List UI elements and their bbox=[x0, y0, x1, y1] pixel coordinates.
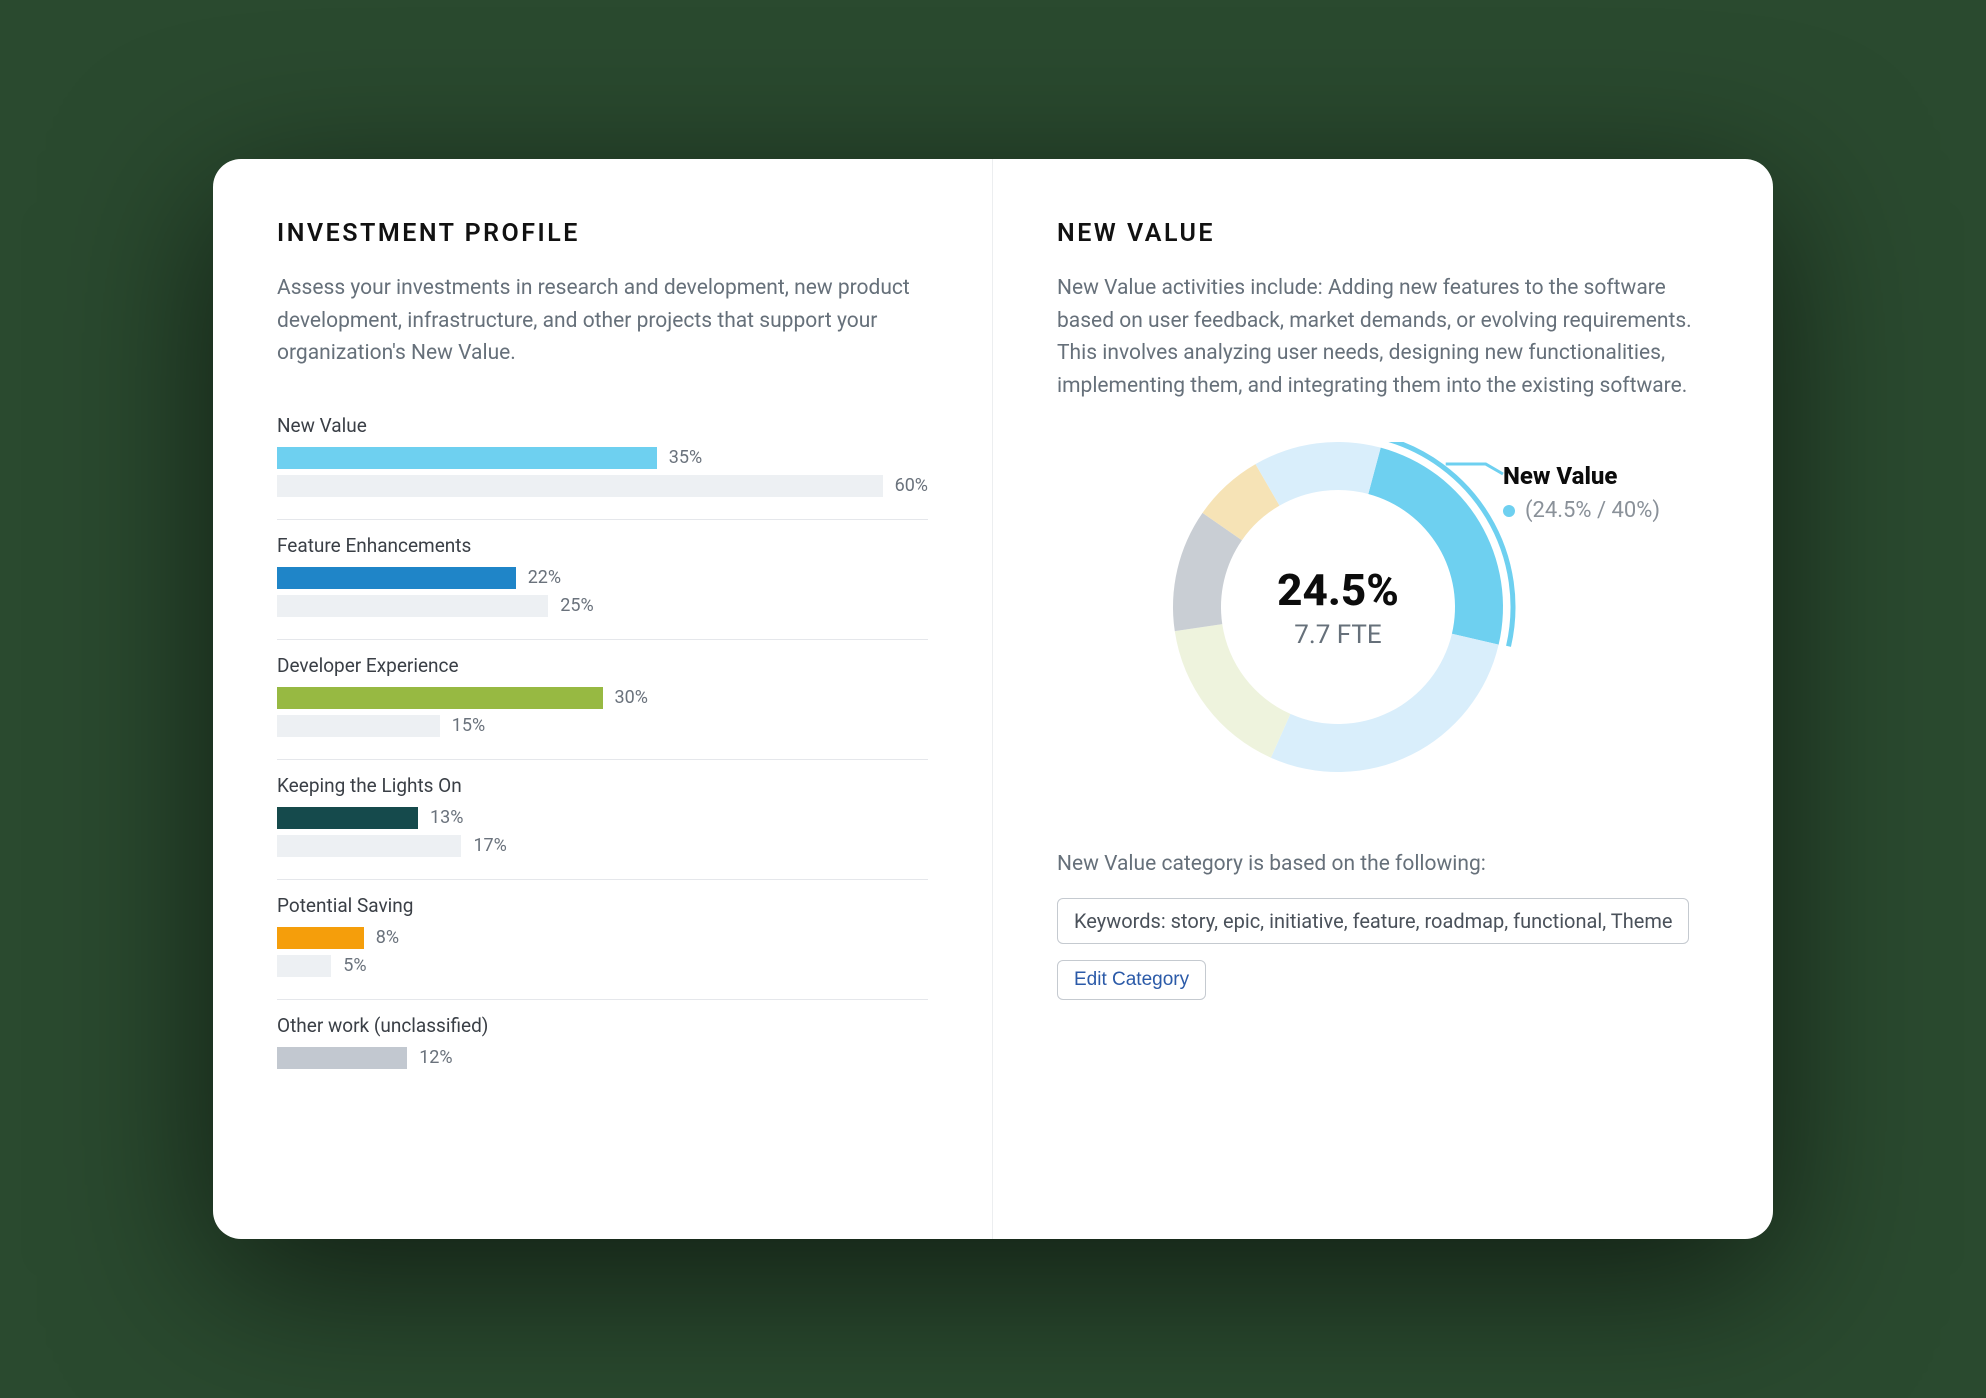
bar-primary-fill bbox=[277, 447, 657, 469]
bar-primary: 8% bbox=[277, 927, 928, 949]
bar-secondary: 60% bbox=[277, 475, 928, 497]
donut-center: 24.5% 7.7 FTE bbox=[1173, 442, 1503, 772]
bar-primary-pct: 8% bbox=[376, 927, 399, 948]
edit-category-button[interactable]: Edit Category bbox=[1057, 960, 1206, 1000]
bar-primary: 35% bbox=[277, 447, 928, 469]
donut-legend-sub: (24.5% / 40%) bbox=[1503, 498, 1660, 523]
bar-primary: 30% bbox=[277, 687, 928, 709]
bar-row: Developer Experience 30% 15% bbox=[277, 640, 928, 760]
bar-secondary-fill bbox=[277, 475, 883, 497]
investment-profile-title: INVESTMENT PROFILE bbox=[277, 219, 928, 248]
bar-row: New Value 35% 60% bbox=[277, 400, 928, 520]
investment-bars: New Value 35% 60% Feature Enhancements 22% 25… bbox=[277, 400, 928, 1091]
bar-row: Other work (unclassified) 12% bbox=[277, 1000, 928, 1091]
donut-legend-sub-text: (24.5% / 40%) bbox=[1525, 498, 1660, 523]
new-value-panel: NEW VALUE New Value activities include: … bbox=[993, 159, 1773, 1239]
bar-primary: 12% bbox=[277, 1047, 928, 1069]
bar-secondary: 17% bbox=[277, 835, 928, 857]
donut-center-fte: 7.7 FTE bbox=[1294, 620, 1381, 650]
legend-dot-icon bbox=[1503, 505, 1515, 517]
card: INVESTMENT PROFILE Assess your investmen… bbox=[213, 159, 1773, 1239]
donut-chart-area: 24.5% 7.7 FTE New Value (24.5% / 40%) bbox=[1057, 442, 1709, 802]
bar-primary-fill bbox=[277, 927, 364, 949]
bar-primary-pct: 12% bbox=[419, 1047, 452, 1068]
bar-secondary-pct: 5% bbox=[343, 955, 366, 976]
bar-label: Keeping the Lights On bbox=[277, 774, 928, 797]
donut-legend: New Value (24.5% / 40%) bbox=[1503, 462, 1660, 523]
category-note: New Value category is based on the follo… bbox=[1057, 852, 1709, 876]
bar-secondary-fill bbox=[277, 715, 440, 737]
bar-row: Feature Enhancements 22% 25% bbox=[277, 520, 928, 640]
bar-secondary-pct: 17% bbox=[473, 835, 506, 856]
bar-primary-fill bbox=[277, 1047, 407, 1069]
bar-secondary-pct: 60% bbox=[895, 475, 928, 496]
bar-primary-pct: 13% bbox=[430, 807, 463, 828]
donut-center-pct: 24.5% bbox=[1277, 564, 1399, 616]
bar-secondary-pct: 25% bbox=[560, 595, 593, 616]
bar-primary-fill bbox=[277, 807, 418, 829]
bar-row: Potential Saving 8% 5% bbox=[277, 880, 928, 1000]
bar-label: Other work (unclassified) bbox=[277, 1014, 928, 1037]
bar-primary-fill bbox=[277, 567, 516, 589]
bar-label: Feature Enhancements bbox=[277, 534, 928, 557]
bar-secondary: 25% bbox=[277, 595, 928, 617]
investment-profile-panel: INVESTMENT PROFILE Assess your investmen… bbox=[213, 159, 993, 1239]
bar-secondary-fill bbox=[277, 955, 331, 977]
bar-secondary: 15% bbox=[277, 715, 928, 737]
keywords-chip: Keywords: story, epic, initiative, featu… bbox=[1057, 898, 1689, 944]
bar-secondary: 5% bbox=[277, 955, 928, 977]
bar-primary: 13% bbox=[277, 807, 928, 829]
bar-row: Keeping the Lights On 13% 17% bbox=[277, 760, 928, 880]
bar-primary: 22% bbox=[277, 567, 928, 589]
bar-secondary-fill bbox=[277, 595, 548, 617]
bar-label: New Value bbox=[277, 414, 928, 437]
bar-label: Developer Experience bbox=[277, 654, 928, 677]
bar-secondary-fill bbox=[277, 835, 461, 857]
new-value-title: NEW VALUE bbox=[1057, 219, 1709, 248]
bar-primary-pct: 22% bbox=[528, 567, 561, 588]
new-value-lede: New Value activities include: Adding new… bbox=[1057, 272, 1709, 402]
bar-primary-fill bbox=[277, 687, 603, 709]
bar-primary-pct: 35% bbox=[669, 447, 702, 468]
bar-label: Potential Saving bbox=[277, 894, 928, 917]
donut-legend-title: New Value bbox=[1503, 462, 1660, 490]
investment-profile-lede: Assess your investments in research and … bbox=[277, 272, 928, 370]
bar-primary-pct: 30% bbox=[615, 687, 648, 708]
bar-secondary-pct: 15% bbox=[452, 715, 485, 736]
